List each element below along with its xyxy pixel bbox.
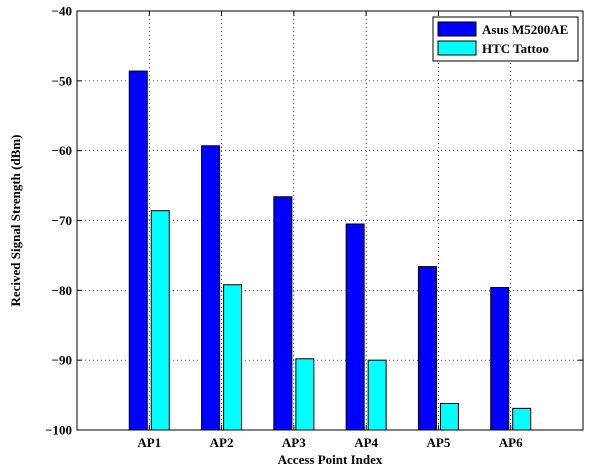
- legend-label-asus: Asus M5200AE: [482, 22, 568, 37]
- y-tick-label: −80: [52, 283, 72, 298]
- y-tick-label: −90: [52, 353, 72, 368]
- bar-asus-ap3: [273, 196, 293, 431]
- x-tick-label-ap3: AP3: [282, 435, 306, 450]
- y-tick-label: −40: [52, 4, 72, 19]
- bar-htc-ap1: [150, 210, 170, 431]
- x-tick-label-ap4: AP4: [354, 435, 378, 450]
- bar-asus-ap4: [345, 223, 365, 431]
- x-tick-label-ap6: AP6: [499, 435, 523, 450]
- legend-swatch-htc: [437, 40, 477, 56]
- axis-ticks: [77, 10, 583, 431]
- bar-htc-ap6: [512, 407, 532, 431]
- bar-htc-ap3: [295, 358, 315, 431]
- y-axis-label: Recived Signal Strength (dBm): [8, 134, 23, 306]
- x-axis-label: Access Point Index: [278, 452, 383, 467]
- bar-asus-ap6: [490, 287, 510, 431]
- y-tick-label: −50: [52, 73, 72, 88]
- x-tick-label-ap2: AP2: [210, 435, 234, 450]
- y-tick-label: −70: [52, 213, 72, 228]
- x-tick-label-ap1: AP1: [137, 435, 161, 450]
- bar-htc-ap2: [223, 284, 243, 431]
- bars: [128, 70, 532, 431]
- y-tick-label: −60: [52, 143, 72, 158]
- bar-asus-ap2: [201, 145, 221, 431]
- y-tick-label: −100: [45, 423, 72, 438]
- y-tick-labels: −40 −50 −60 −70 −80 −90 −100: [45, 4, 72, 438]
- x-tick-labels: AP1 AP2 AP3 AP4 AP5 AP6: [137, 435, 523, 450]
- bar-asus-ap1: [128, 70, 148, 431]
- bar-asus-ap5: [417, 266, 437, 431]
- bar-htc-ap4: [367, 359, 387, 431]
- legend: Asus M5200AE HTC Tattoo: [432, 16, 579, 62]
- legend-swatch-asus: [437, 21, 477, 37]
- legend-label-htc: HTC Tattoo: [482, 41, 549, 56]
- bar-htc-ap5: [439, 402, 459, 431]
- x-tick-label-ap5: AP5: [427, 435, 451, 450]
